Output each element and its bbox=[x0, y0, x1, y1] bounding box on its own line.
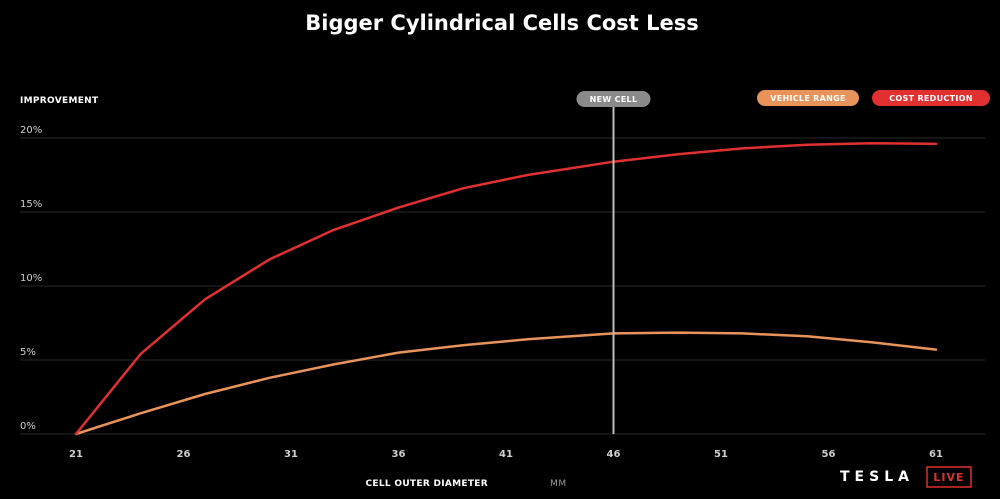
x-tick-label-56: 56 bbox=[822, 449, 836, 460]
legend: VEHICLE RANGE COST REDUCTION bbox=[757, 90, 990, 106]
y-tick-labels: 0% 5% 10% 15% 20% bbox=[20, 125, 42, 432]
chart-title: Bigger Cylindrical Cells Cost Less bbox=[305, 11, 699, 35]
series-line-vehicle-range bbox=[74, 331, 938, 436]
x-tick-label-36: 36 bbox=[392, 449, 406, 460]
x-tick-labels: 21 26 31 36 41 46 51 56 61 bbox=[69, 449, 943, 460]
x-tick-label-61: 61 bbox=[929, 449, 943, 460]
y-tick-label-0: 0% bbox=[20, 421, 36, 432]
x-tick-label-51: 51 bbox=[714, 449, 728, 460]
live-badge-label: LIVE bbox=[933, 471, 964, 484]
legend-pill-vehicle-range bbox=[757, 90, 859, 106]
series-lines bbox=[74, 141, 938, 436]
x-axis-label: CELL OUTER DIAMETER bbox=[366, 479, 488, 489]
y-tick-label-20: 20% bbox=[20, 125, 42, 136]
x-tick-label-21: 21 bbox=[69, 449, 83, 460]
y-tick-label-10: 10% bbox=[20, 273, 42, 284]
x-tick-label-46: 46 bbox=[607, 449, 621, 460]
y-tick-label-15: 15% bbox=[20, 199, 42, 210]
legend-label-vehicle-range: VEHICLE RANGE bbox=[770, 94, 846, 103]
tesla-live-logo: TESLA LIVE bbox=[840, 466, 972, 488]
y-axis-label: IMPROVEMENT bbox=[20, 96, 99, 106]
gridlines bbox=[20, 137, 985, 435]
series-line-cost-reduction bbox=[74, 141, 938, 436]
y-tick-label-5: 5% bbox=[20, 347, 36, 358]
tesla-wordmark: TESLA bbox=[840, 469, 914, 485]
x-tick-label-41: 41 bbox=[499, 449, 513, 460]
x-tick-label-31: 31 bbox=[284, 449, 298, 460]
x-tick-label-26: 26 bbox=[177, 449, 191, 460]
live-badge-border bbox=[926, 466, 972, 488]
new-cell-marker-pill bbox=[576, 91, 651, 107]
new-cell-marker: NEW CELL bbox=[576, 91, 651, 434]
legend-label-cost-reduction: COST REDUCTION bbox=[889, 94, 972, 103]
legend-pill-cost-reduction bbox=[872, 90, 990, 106]
x-axis-unit: MM bbox=[550, 479, 567, 489]
new-cell-marker-label: NEW CELL bbox=[590, 95, 638, 104]
